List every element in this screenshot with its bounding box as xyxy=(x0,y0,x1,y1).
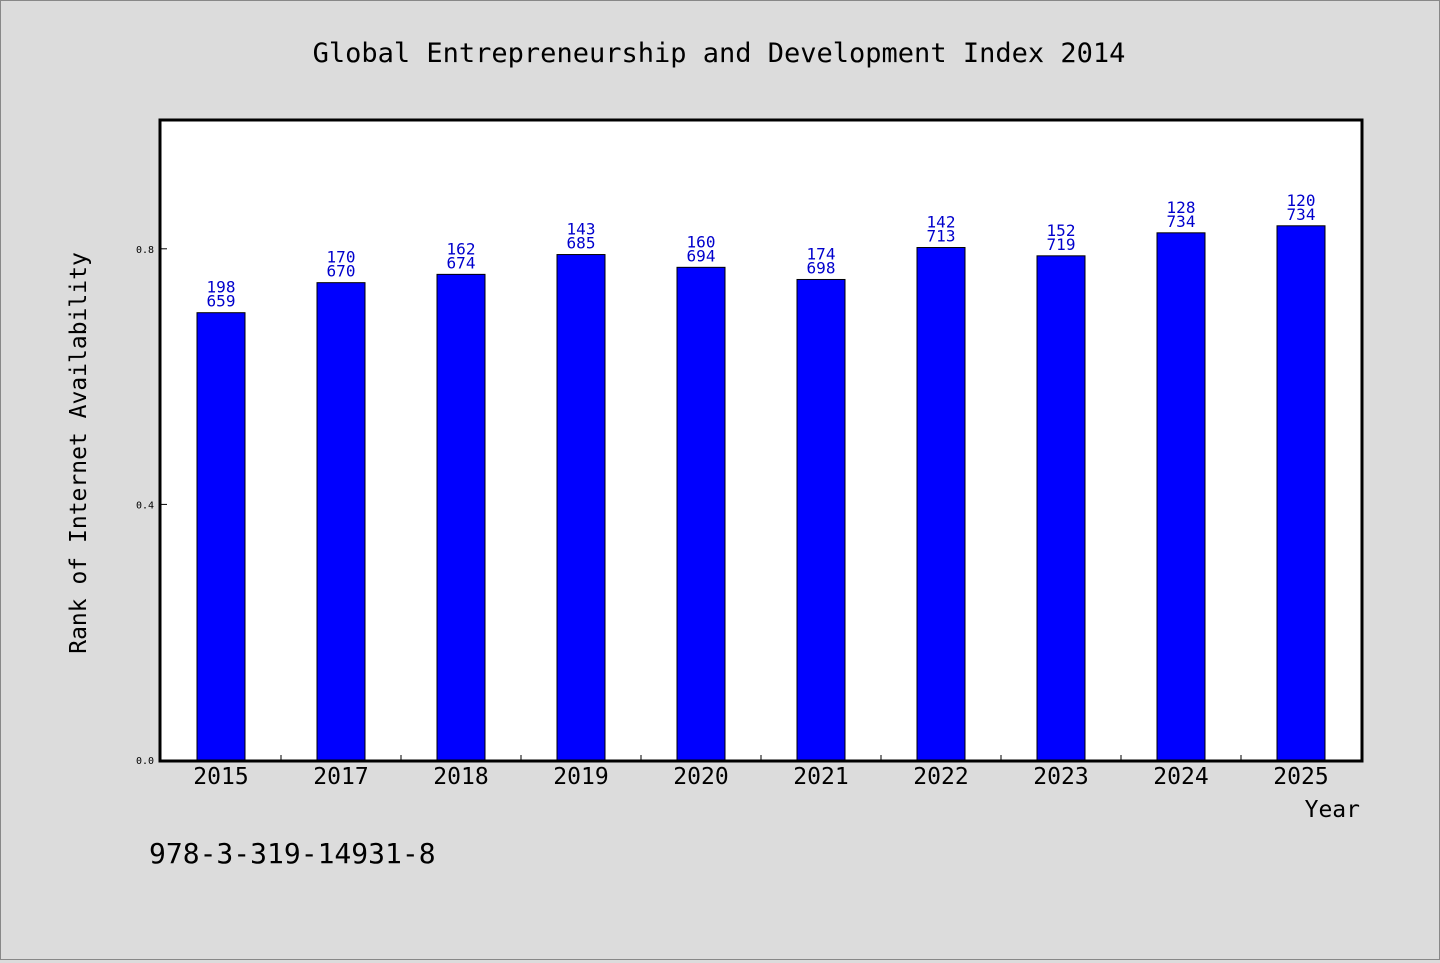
bar-label-bottom-2015: 659 xyxy=(207,292,236,311)
bar-label-bottom-2017: 670 xyxy=(327,262,356,281)
bar-label-top-2018: 162 xyxy=(447,239,476,258)
x-tick-label-2020: 2020 xyxy=(673,764,728,790)
bar-2017 xyxy=(316,282,366,761)
bar-2024 xyxy=(1156,232,1206,761)
bar-2018 xyxy=(436,273,486,761)
y-tick-label: 0.8 xyxy=(136,245,154,256)
bars-group xyxy=(196,225,1326,761)
bar-2021 xyxy=(796,278,846,761)
x-tick-label-2023: 2023 xyxy=(1033,764,1088,790)
x-axis-ticks xyxy=(280,755,1242,760)
x-tick-label-2021: 2021 xyxy=(793,764,848,790)
bar-label-top-2023: 152 xyxy=(1047,221,1076,240)
bar-2022 xyxy=(916,247,966,761)
bar-label-top-2020: 160 xyxy=(687,232,716,251)
bar-label-bottom-2019: 685 xyxy=(567,234,596,253)
x-tick-label-2015: 2015 xyxy=(193,764,248,790)
bar-2025 xyxy=(1276,225,1326,761)
x-tick-label-2022: 2022 xyxy=(913,764,968,790)
bar-label-bottom-2021: 698 xyxy=(807,258,836,277)
x-tick-labels-group: 2015 2017 2018 2019 2020 2021 2022 2023 2024 2025 xyxy=(193,764,1328,790)
bar-label-top-2017: 170 xyxy=(327,248,356,267)
y-axis-label: Rank of Internet Availability xyxy=(66,252,92,654)
bar-label-bottom-2025: 734 xyxy=(1287,205,1316,224)
chart-title: Global Entrepreneurship and Development … xyxy=(313,38,1126,69)
bar-label-top-2015: 198 xyxy=(207,278,236,297)
bar-label-top-2025: 120 xyxy=(1287,191,1316,210)
bar-label-top-2019: 143 xyxy=(567,220,596,239)
x-tick-label-2024: 2024 xyxy=(1153,764,1208,790)
x-axis-label: Year xyxy=(1305,797,1360,823)
bar-label-bottom-2018: 674 xyxy=(447,253,476,272)
y-tick-label: 0.4 xyxy=(136,500,154,511)
bar-label-top-2024: 128 xyxy=(1167,198,1196,217)
bar-label-top-2022: 142 xyxy=(927,213,956,232)
bar-label-bottom-2022: 713 xyxy=(927,227,956,246)
y-tick-label: 0.0 xyxy=(136,756,154,767)
bar-2020 xyxy=(676,266,726,761)
footer-isbn: 978-3-319-14931-8 xyxy=(149,837,436,870)
x-tick-label-2017: 2017 xyxy=(313,764,368,790)
x-tick-label-2019: 2019 xyxy=(553,764,608,790)
bar-2015 xyxy=(196,312,246,761)
bar-2019 xyxy=(556,254,606,761)
x-tick-label-2018: 2018 xyxy=(433,764,488,790)
bar-label-bottom-2024: 734 xyxy=(1167,212,1196,231)
bar-label-top-2021: 174 xyxy=(807,244,836,263)
bar-label-bottom-2020: 694 xyxy=(687,246,716,265)
y-axis-ticks: 0.0 0.4 0.8 xyxy=(136,245,167,767)
bar-label-bottom-2023: 719 xyxy=(1047,235,1076,254)
x-tick-label-2025: 2025 xyxy=(1273,764,1328,790)
bar-2023 xyxy=(1036,255,1086,761)
